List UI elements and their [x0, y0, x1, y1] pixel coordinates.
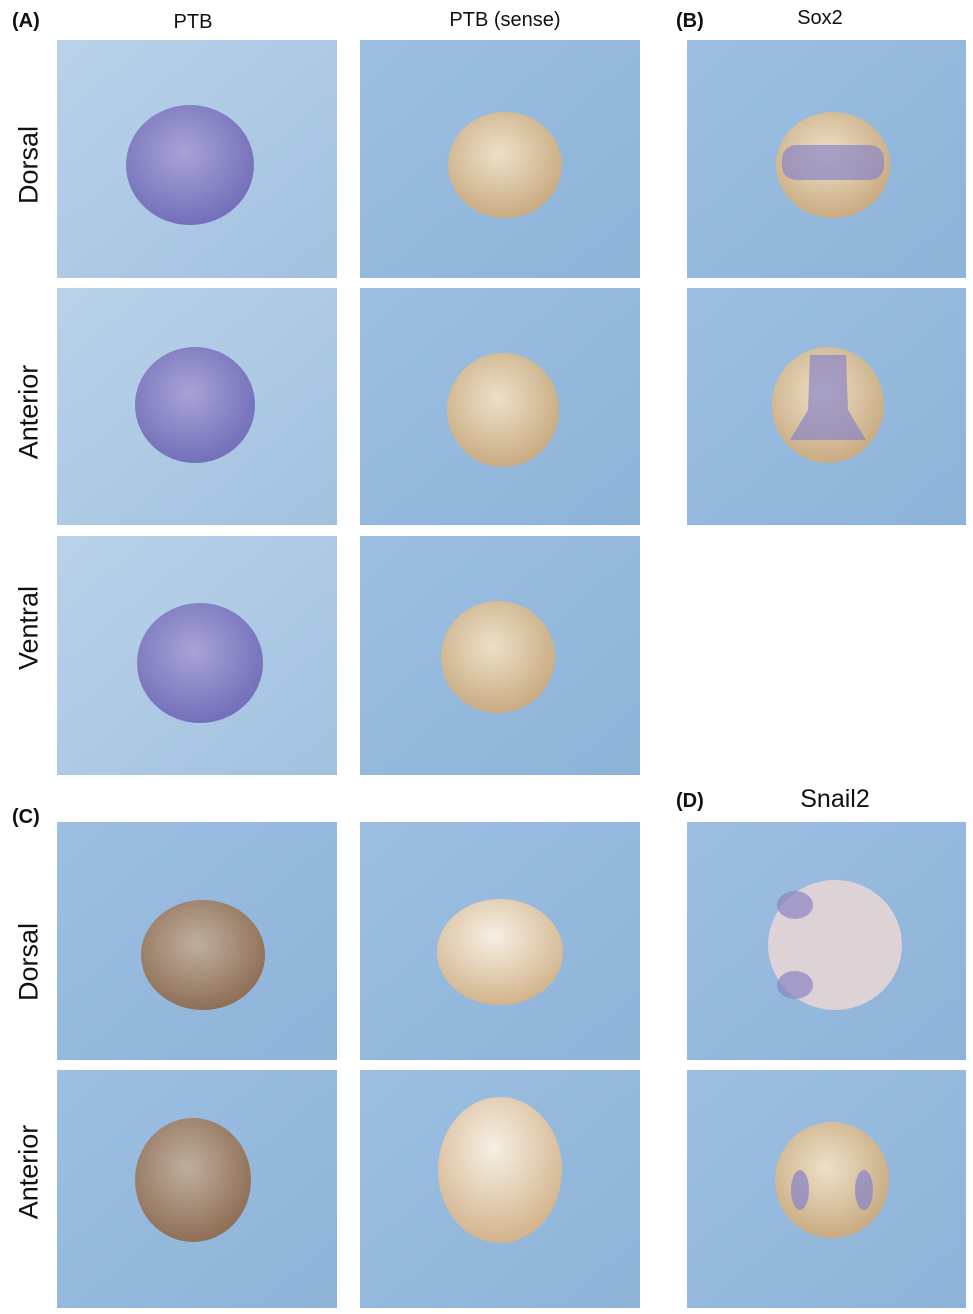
column-title-ptb-sense: PTB (sense) [449, 9, 561, 31]
embryo [775, 1122, 889, 1238]
embryo [137, 603, 263, 723]
embryo [126, 105, 254, 225]
embryo [438, 1097, 562, 1243]
snail2-stain [777, 971, 813, 999]
panel-b-label: (B) [676, 10, 704, 32]
embryo [141, 900, 265, 1010]
column-title-ptb: PTB [173, 11, 213, 33]
row-label-dorsal: Dorsal [13, 125, 44, 205]
snail2-stain [777, 891, 813, 919]
column-title-sox2: Sox2 [797, 7, 843, 29]
panel-a-label: (A) [12, 10, 40, 32]
column-title-snail2: Snail2 [800, 785, 870, 813]
embryo [447, 353, 559, 467]
embryo [135, 1118, 251, 1242]
embryo [437, 899, 563, 1005]
snail2-stain [855, 1170, 873, 1210]
panel-d-label: (D) [676, 790, 704, 812]
snail2-stain [791, 1170, 809, 1210]
row-label-anterior: Anterior [13, 364, 44, 460]
embryo [135, 347, 255, 463]
embryo [441, 601, 555, 713]
row-label-anterior: Anterior [13, 1124, 44, 1220]
row-label-dorsal: Dorsal [13, 922, 44, 1002]
panel-c-label: (C) [12, 806, 40, 828]
sox2-stain [782, 145, 884, 180]
embryo [448, 112, 562, 218]
sox2-stain [790, 355, 866, 440]
row-label-ventral: Ventral [13, 585, 44, 671]
